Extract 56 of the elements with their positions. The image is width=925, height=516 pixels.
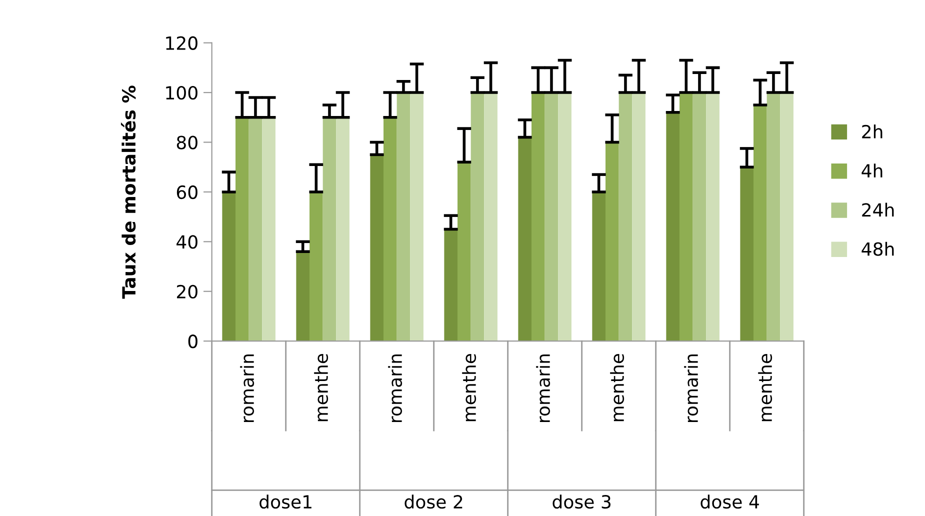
bar — [754, 104, 767, 342]
bar — [680, 92, 693, 342]
bar — [780, 92, 794, 342]
bar — [222, 192, 236, 342]
legend-label: 24h — [862, 202, 894, 217]
y-tick-label: 60 — [176, 185, 198, 200]
y-tick-label: 0 — [188, 334, 198, 348]
bar — [592, 192, 606, 342]
legend-label: 2h — [862, 124, 882, 138]
legend-label: 48h — [862, 242, 894, 256]
bar — [370, 154, 384, 342]
bar — [384, 117, 397, 342]
x-tick-label: romarin — [240, 354, 254, 422]
x-tick-label: menthe — [314, 354, 328, 422]
bar — [692, 92, 706, 342]
bar — [706, 92, 720, 342]
bar — [248, 117, 262, 342]
bar — [606, 142, 619, 342]
y-tick-label: 20 — [176, 284, 198, 298]
y-tick-label: 100 — [166, 86, 198, 100]
x-tick-label: menthe — [758, 354, 772, 422]
text: dose 2 — [404, 494, 462, 509]
text: dose 4 — [700, 494, 759, 509]
text: dose1 — [260, 494, 312, 509]
x-tick-label: menthe — [610, 354, 624, 422]
y-axis-title: Taux de mortalités % — [120, 86, 136, 299]
bar — [518, 137, 532, 342]
bar — [666, 112, 680, 342]
bar — [766, 92, 780, 342]
bar — [532, 92, 545, 342]
bar — [310, 192, 323, 342]
y-tick-label: 80 — [176, 136, 198, 150]
bar — [396, 92, 410, 342]
bar — [322, 117, 336, 342]
bar — [740, 167, 754, 342]
bar — [262, 117, 276, 342]
bar — [484, 92, 498, 342]
bar — [544, 92, 558, 342]
y-tick-label: 120 — [166, 36, 198, 50]
bar — [444, 229, 458, 342]
x-tick-label: romarin — [388, 354, 402, 422]
bar — [336, 117, 350, 342]
bar — [458, 162, 471, 342]
bar — [296, 252, 310, 342]
bar — [618, 92, 632, 342]
bar — [410, 92, 424, 342]
bar — [236, 117, 249, 342]
text: dose 3 — [552, 494, 610, 509]
legend-label: 4h — [862, 164, 882, 178]
x-tick-label: menthe — [462, 354, 476, 422]
x-tick-label: romarin — [684, 354, 698, 422]
bar — [470, 92, 484, 342]
bar — [632, 92, 646, 342]
x-tick-label: romarin — [536, 354, 550, 422]
bar — [558, 92, 572, 342]
y-tick-label: 40 — [176, 235, 198, 249]
